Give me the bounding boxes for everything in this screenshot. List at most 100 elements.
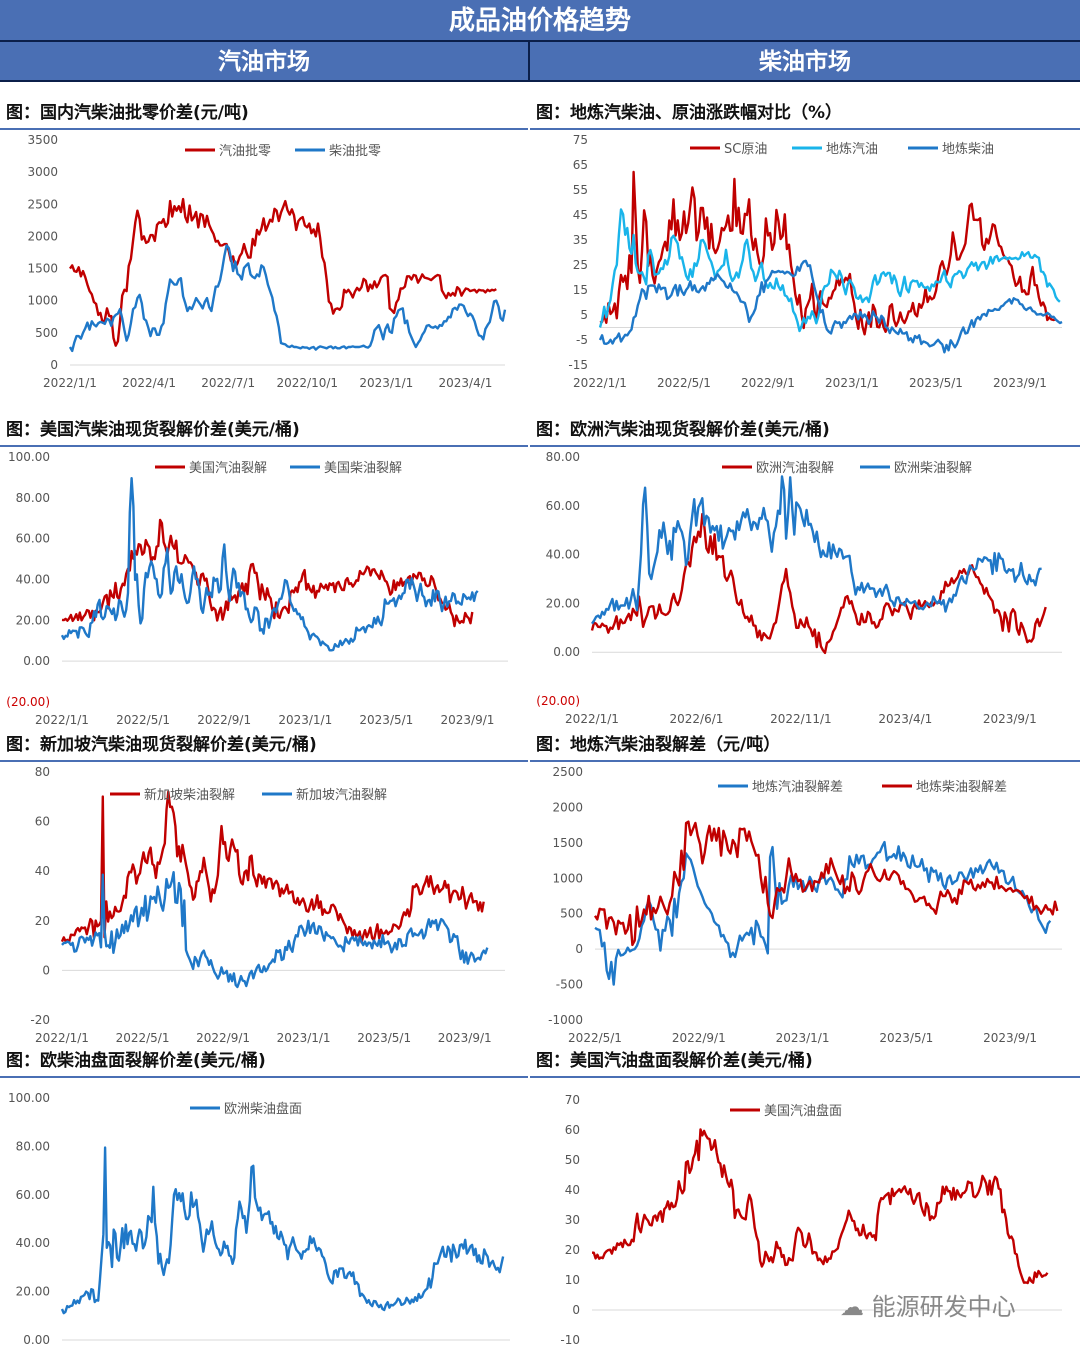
- y-tick-label: (20.00): [536, 694, 580, 708]
- y-tick-label: 25: [573, 258, 588, 272]
- chart-local-refinery-vs-crude: -15 -5 5 15 25 35 45 55 65 75 2022/1/1 2022/5/1 2022…: [568, 133, 1063, 390]
- chart-title: 图：欧柴油盘面裂解价差(美元/桶): [6, 1051, 266, 1071]
- y-tick-label: 100.00: [8, 1091, 50, 1105]
- series-line-1: [60, 477, 479, 652]
- y-tick-label: 3000: [27, 165, 58, 179]
- page-title: 成品油价格趋势: [0, 0, 1080, 42]
- legend-label: 地炼汽油: [826, 142, 878, 157]
- chart-title: 图：美国汽油盘面裂解价差(美元/桶): [536, 1051, 813, 1071]
- x-tick-label: 2023/1/1: [278, 713, 332, 727]
- y-tick-label: 60: [565, 1123, 580, 1137]
- x-tick-label: 2023/5/1: [359, 713, 413, 727]
- y-tick-label: 10: [565, 1273, 580, 1287]
- chart-us-spot-crack: (20.00) 0.00 20.00 40.00 60.00 80.00 100.00 202…: [6, 450, 508, 727]
- y-tick-label: 35: [573, 233, 588, 247]
- y-tick-label: 2500: [552, 765, 583, 779]
- y-tick-label: 80.00: [546, 450, 580, 464]
- y-tick-label: 20.00: [546, 596, 580, 610]
- watermark: ☁ 能源研发中心: [840, 1287, 1016, 1322]
- x-tick-label: 2022/9/1: [741, 376, 795, 390]
- y-tick-label: 40: [35, 864, 50, 878]
- chart-title: 图：欧洲汽柴油现货裂解价差(美元/桶): [536, 420, 830, 440]
- title-underline: [530, 445, 1080, 447]
- diesel-market-header: 柴油市场: [759, 49, 851, 75]
- y-tick-label: -500: [556, 978, 583, 992]
- series-line-0: [61, 518, 474, 628]
- y-tick-label: 60.00: [546, 499, 580, 513]
- y-tick-label: 500: [560, 907, 583, 921]
- x-tick-label: 2023/4/1: [439, 376, 493, 390]
- x-tick-label: 2023/9/1: [441, 713, 495, 727]
- x-tick-label: 2022/5/1: [568, 1031, 622, 1045]
- y-tick-label: 40.00: [546, 548, 580, 562]
- x-tick-label: 2023/5/1: [879, 1031, 933, 1045]
- y-tick-label: 20.00: [16, 613, 50, 627]
- series-line-1: [68, 244, 507, 353]
- series-line-1: [61, 871, 489, 989]
- x-tick-label: 2022/1/1: [573, 376, 627, 390]
- chart-europe-diesel-futures-crack: 0.0020.0040.0060.0080.00100.002022/1/120…: [8, 1091, 510, 1347]
- y-tick-label: 15: [573, 283, 588, 297]
- x-tick-label: 2022/1/1: [43, 376, 97, 390]
- y-tick-label: 500: [35, 326, 58, 340]
- title-underline: [0, 760, 528, 762]
- series-line-0: [599, 170, 1057, 336]
- y-tick-label: 0.00: [23, 1333, 50, 1347]
- market-header: 汽油市场 柴油市场: [0, 42, 1080, 82]
- y-tick-label: 100.00: [8, 450, 50, 464]
- x-tick-label: 2023/1/1: [776, 1031, 830, 1045]
- chart-title: 图：地炼汽柴油、原油涨跌幅对比（%）: [536, 103, 843, 123]
- y-tick-label: 55: [573, 183, 588, 197]
- y-tick-label: 65: [573, 158, 588, 172]
- legend-label: SC原油: [724, 142, 767, 157]
- legend-label: 地炼柴油裂解差: [916, 780, 1007, 795]
- x-tick-label: 2022/1/1: [35, 713, 89, 727]
- series-line-0: [69, 197, 497, 347]
- title-underline: [530, 1076, 1080, 1078]
- y-tick-label: 20.00: [16, 1285, 50, 1299]
- legend-label: 地炼汽油裂解差: [752, 780, 843, 795]
- y-tick-label: (20.00): [6, 695, 50, 709]
- legend-label: 欧洲柴油盘面: [224, 1101, 302, 1117]
- y-tick-label: -20: [30, 1013, 50, 1027]
- series-line-1: [593, 820, 1059, 947]
- chart-europe-spot-crack: (20.00) 0.00 20.00 40.00 60.00 80.00 2022/1/1 2…: [536, 450, 1062, 726]
- y-tick-label: 1000: [27, 294, 58, 308]
- y-tick-label: 60.00: [16, 532, 50, 546]
- y-tick-label: 1500: [27, 262, 58, 276]
- chart-title: 图：国内汽柴油批零价差(元/吨): [6, 103, 249, 123]
- y-tick-label: -5: [576, 333, 588, 347]
- x-tick-label: 2023/9/1: [438, 1031, 492, 1045]
- y-tick-label: 45: [573, 208, 588, 222]
- series-line-0: [592, 1128, 1049, 1285]
- x-tick-label: 2022/5/1: [116, 1031, 170, 1045]
- y-tick-label: 40: [565, 1183, 580, 1197]
- chart-title: 图：美国汽柴油现货裂解价差(美元/桶): [6, 420, 300, 440]
- chart-domestic-wholesale-retail: 0 500 1000 1500 2000 2500 3000 3500 2022/1/1 2022…: [27, 133, 507, 390]
- chart-local-refinery-crack: -1000 -500 0 500 1000 1500 2000 2500 2022/5/1 202…: [548, 765, 1062, 1045]
- legend-label: 欧洲汽油裂解: [756, 461, 834, 476]
- x-tick-label: 2022/4/1: [122, 376, 176, 390]
- x-tick-label: 2023/5/1: [357, 1031, 411, 1045]
- gasoline-market-header: 汽油市场: [0, 42, 530, 82]
- legend-label: 新加坡柴油裂解: [144, 787, 235, 803]
- series-line-0: [60, 1146, 505, 1315]
- x-tick-label: 2022/7/1: [201, 376, 255, 390]
- y-tick-label: 50: [565, 1153, 580, 1167]
- y-tick-label: 60: [35, 815, 50, 829]
- x-tick-label: 2022/1/1: [565, 712, 619, 726]
- legend-label: 欧洲柴油裂解: [894, 461, 972, 476]
- y-tick-label: 80.00: [16, 1139, 50, 1153]
- y-tick-label: 0.00: [553, 645, 580, 659]
- legend-label: 美国柴油裂解: [324, 461, 402, 476]
- y-tick-label: 20: [35, 914, 50, 928]
- x-tick-label: 2022/9/1: [672, 1031, 726, 1045]
- y-tick-label: 2000: [27, 229, 58, 243]
- x-tick-label: 2023/1/1: [825, 376, 879, 390]
- series-line-1: [591, 475, 1042, 625]
- y-tick-label: 30: [565, 1213, 580, 1227]
- series-line-2: [598, 259, 1063, 354]
- y-tick-label: 80: [35, 765, 50, 779]
- y-tick-label: 0: [572, 1303, 580, 1317]
- title-underline: [530, 760, 1080, 762]
